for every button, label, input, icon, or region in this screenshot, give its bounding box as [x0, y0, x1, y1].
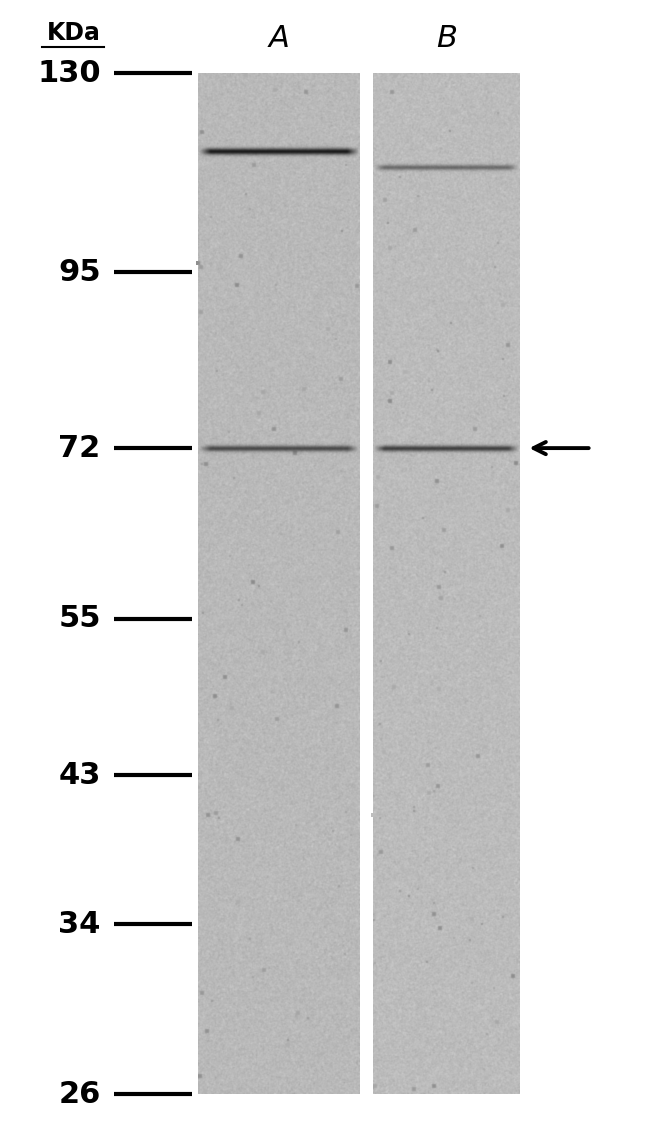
Text: B: B: [436, 24, 458, 53]
Text: 95: 95: [58, 258, 101, 287]
Text: 130: 130: [37, 59, 101, 88]
Text: KDa: KDa: [47, 21, 101, 45]
Text: 26: 26: [58, 1079, 101, 1109]
Text: A: A: [269, 24, 290, 53]
Text: 55: 55: [58, 605, 101, 634]
Text: 43: 43: [58, 760, 101, 790]
Text: 34: 34: [58, 909, 101, 938]
Text: 72: 72: [58, 433, 101, 462]
